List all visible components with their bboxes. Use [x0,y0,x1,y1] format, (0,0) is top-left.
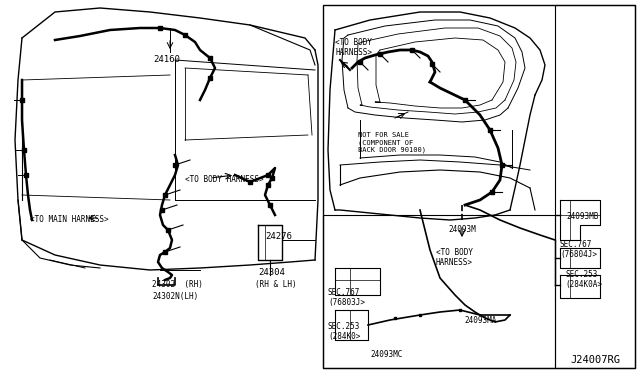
Text: 24276: 24276 [265,232,292,241]
Bar [323,215,555,368]
Text: 24302N(LH): 24302N(LH) [152,292,198,301]
Text: <TO BODY HARNESS>: <TO BODY HARNESS> [185,175,264,184]
Text: (RH & LH): (RH & LH) [255,280,296,289]
Text: SEC.253
(284K0A>: SEC.253 (284K0A> [565,270,602,289]
Text: 24093MC: 24093MC [370,350,403,359]
Text: SEC.767
(76803J>: SEC.767 (76803J> [328,288,365,307]
Text: 24302  (RH): 24302 (RH) [152,280,203,289]
Text: 24093M: 24093M [448,225,476,234]
Text: SEC.253
(284K0>: SEC.253 (284K0> [328,322,360,341]
Text: 24160: 24160 [153,55,180,64]
Text: J24007RG: J24007RG [570,355,620,365]
Text: 24304: 24304 [258,268,285,277]
Text: NOT FOR SALE
(COMPONENT OF
BACK DOOR 90100): NOT FOR SALE (COMPONENT OF BACK DOOR 901… [358,132,426,153]
Text: <TO BODY
HARNESS>: <TO BODY HARNESS> [436,248,473,267]
Text: SEC.767
(76804J>: SEC.767 (76804J> [560,240,597,259]
Bar [323,5,635,368]
Text: <TO BODY
HARNESS>: <TO BODY HARNESS> [335,38,372,57]
Bar [555,5,635,368]
Text: 24093MA: 24093MA [464,316,497,325]
Text: <TO MAIN HARNESS>: <TO MAIN HARNESS> [30,215,109,224]
Text: 24093MB: 24093MB [566,212,598,221]
